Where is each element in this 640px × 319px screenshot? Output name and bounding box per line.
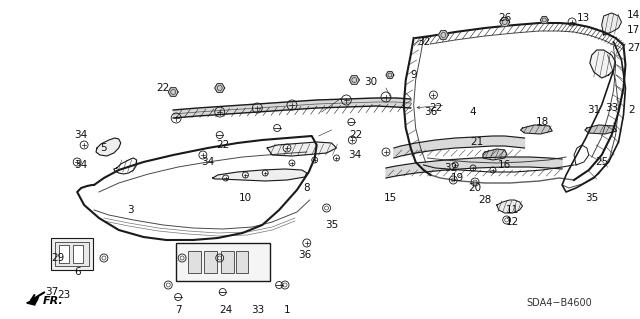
Text: 9: 9 (410, 70, 417, 80)
Text: 12: 12 (506, 217, 519, 227)
Text: 4: 4 (470, 107, 476, 117)
Polygon shape (602, 13, 621, 35)
Polygon shape (497, 200, 522, 213)
Text: 28: 28 (478, 195, 492, 205)
Bar (236, 251, 248, 273)
Polygon shape (27, 297, 38, 305)
Text: SDA4−B4600: SDA4−B4600 (526, 298, 592, 308)
Bar (51, 238, 93, 270)
Polygon shape (349, 76, 359, 84)
Polygon shape (585, 125, 616, 134)
Text: 15: 15 (384, 193, 397, 203)
Text: 22: 22 (216, 140, 229, 150)
Polygon shape (212, 169, 307, 181)
Text: 20: 20 (468, 183, 481, 193)
Text: 36: 36 (298, 250, 312, 260)
Polygon shape (96, 138, 121, 156)
Text: 22: 22 (429, 103, 442, 113)
Text: 35: 35 (585, 193, 598, 203)
Bar (204, 251, 217, 273)
Bar (73, 245, 83, 263)
Polygon shape (483, 149, 507, 160)
Text: 33: 33 (251, 305, 264, 315)
Text: 34: 34 (74, 160, 88, 170)
Polygon shape (500, 18, 509, 26)
Text: FR.: FR. (42, 296, 63, 306)
Polygon shape (268, 142, 337, 156)
Text: 5: 5 (100, 143, 108, 153)
Text: 1: 1 (284, 305, 291, 315)
Bar (221, 251, 234, 273)
Polygon shape (173, 98, 411, 118)
Text: 36: 36 (424, 107, 437, 117)
Text: 22: 22 (349, 130, 363, 140)
Text: 25: 25 (595, 157, 609, 167)
Polygon shape (540, 17, 548, 24)
Text: 6: 6 (74, 267, 81, 277)
Text: 8: 8 (303, 183, 310, 193)
Text: 34: 34 (348, 150, 361, 160)
Text: 7: 7 (175, 305, 182, 315)
Bar (56, 242, 89, 266)
Text: 26: 26 (498, 13, 511, 23)
Polygon shape (394, 136, 525, 158)
Polygon shape (386, 71, 394, 78)
Text: 2: 2 (628, 105, 635, 115)
Text: 10: 10 (239, 193, 252, 203)
Text: 16: 16 (498, 160, 511, 170)
Bar (60, 245, 69, 263)
Bar (176, 243, 270, 281)
Polygon shape (590, 50, 616, 78)
Text: 21: 21 (470, 137, 484, 147)
Text: 22: 22 (157, 83, 170, 93)
Polygon shape (215, 84, 225, 92)
Polygon shape (386, 157, 562, 178)
Text: 18: 18 (536, 117, 549, 127)
Text: 3: 3 (127, 205, 134, 215)
Text: 32: 32 (444, 163, 457, 173)
Text: 17: 17 (627, 25, 640, 35)
Text: 11: 11 (506, 205, 519, 215)
Text: 29: 29 (51, 253, 64, 263)
Text: 37: 37 (45, 287, 58, 297)
Text: 27: 27 (627, 43, 640, 53)
Polygon shape (438, 31, 448, 39)
Text: 13: 13 (577, 13, 591, 23)
Text: 34: 34 (74, 130, 88, 140)
Polygon shape (168, 88, 178, 96)
Bar (188, 251, 201, 273)
Text: 32: 32 (417, 37, 430, 47)
Polygon shape (520, 125, 552, 134)
Text: 33: 33 (605, 103, 618, 113)
Text: 23: 23 (58, 290, 71, 300)
Text: 14: 14 (627, 10, 640, 20)
Text: 19: 19 (451, 173, 464, 183)
Text: 31: 31 (587, 105, 600, 115)
Text: 35: 35 (325, 220, 338, 230)
Text: 24: 24 (219, 305, 232, 315)
Text: 30: 30 (365, 77, 378, 87)
Text: 34: 34 (201, 157, 214, 167)
